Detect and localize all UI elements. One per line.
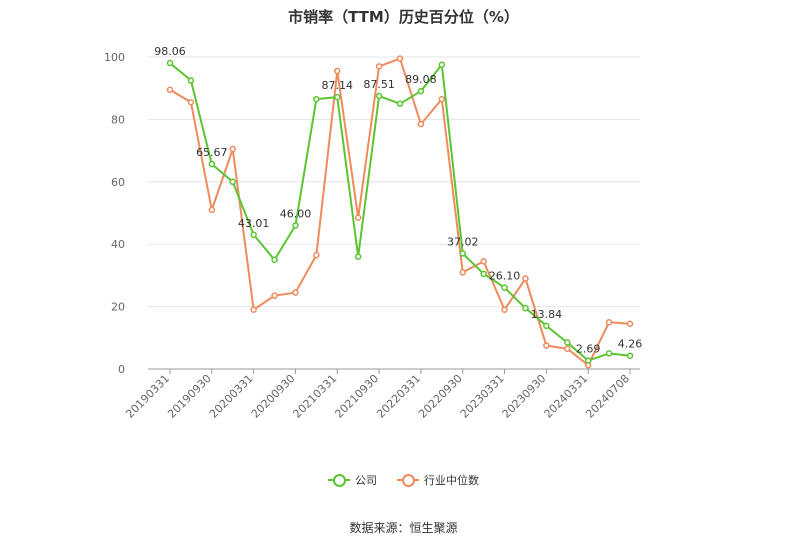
data-point-industry [605, 318, 613, 326]
y-tick-label: 80 [111, 113, 125, 126]
data-point-industry [375, 63, 383, 70]
x-tick-label: 20200331 [207, 372, 256, 421]
x-tick-label: 20210930 [332, 372, 381, 421]
legend-label-company: 公司 [355, 474, 377, 487]
data-point-industry [459, 269, 466, 276]
data-label: 2.69 [576, 343, 601, 356]
x-tick-label: 20210331 [291, 372, 340, 421]
data-point-company [271, 256, 278, 264]
data-point-industry [396, 55, 404, 62]
y-tick-label: 40 [111, 238, 125, 251]
data-label: 37.02 [447, 235, 479, 248]
axes: 0 20 40 60 80 100 2019033120190930202003312020… [104, 51, 640, 421]
source-note: 数据来源：恒生聚源 [349, 521, 458, 535]
data-point-company [438, 61, 446, 69]
data-label: 13.84 [531, 308, 563, 321]
data-point-company [626, 352, 634, 359]
x-tick-label: 20230930 [500, 372, 549, 421]
data-point-industry [543, 342, 550, 349]
data-label: 87.14 [322, 79, 354, 92]
y-tick-label: 60 [111, 176, 125, 189]
x-tick-label: 20220331 [374, 372, 423, 421]
chart-title: 市销率（TTM）历史百分位（%） [288, 8, 519, 26]
legend-swatch-industry [397, 474, 419, 487]
data-label: 26.10 [489, 270, 521, 283]
data-point-company [584, 357, 592, 364]
data-label: 4.26 [618, 338, 643, 351]
data-point-company [522, 304, 529, 312]
data-point-company [354, 253, 362, 260]
y-tick-label: 100 [104, 51, 125, 64]
data-label: 89.08 [405, 73, 437, 86]
y-tick-label: 20 [111, 301, 125, 314]
data-point-company [543, 322, 550, 330]
data-point-industry [334, 67, 341, 75]
legend: 公司 行业中位数 [0, 472, 807, 488]
data-label: 87.51 [363, 78, 395, 91]
x-tick-label: 20230331 [458, 372, 507, 421]
grid-lines [148, 56, 640, 308]
legend-swatch-company [328, 474, 350, 487]
x-tick-label: 20190930 [165, 372, 214, 421]
data-label: 98.06 [154, 45, 186, 58]
data-point-company [417, 87, 425, 95]
data-point-company [375, 92, 383, 100]
data-labels: 98.06 65.67 43.01 46.00 87.14 87.51 89.08 37.02… [154, 45, 642, 356]
x-tick-label: 20240331 [542, 372, 591, 421]
legend-item-company[interactable]: 公司 [328, 472, 377, 488]
x-tick-label: 20200930 [249, 372, 298, 421]
data-point-company [605, 350, 613, 357]
data-point-company [292, 222, 299, 229]
data-point-company [208, 160, 216, 168]
y-tick-label: 0 [118, 363, 125, 376]
series-group [166, 55, 634, 369]
legend-label-industry: 行业中位数 [424, 474, 479, 487]
data-point-company [459, 250, 466, 257]
x-tick-label: 20240708 [583, 372, 632, 421]
data-point-industry [292, 289, 299, 296]
x-tick-label: 20190331 [123, 372, 172, 421]
data-point-industry [417, 120, 425, 128]
data-point-company [166, 59, 174, 67]
data-label: 46.00 [280, 207, 312, 220]
data-point-company [334, 93, 341, 101]
data-point-industry [522, 275, 529, 282]
data-point-industry [354, 214, 362, 221]
data-point-industry [229, 145, 236, 153]
data-point-industry [187, 98, 195, 106]
data-point-industry [438, 95, 446, 103]
data-label: 43.01 [238, 217, 270, 230]
data-point-company [187, 77, 195, 84]
data-point-industry [626, 320, 634, 328]
legend-item-industry[interactable]: 行业中位数 [397, 472, 479, 488]
data-label: 65.67 [196, 146, 228, 159]
data-point-industry [501, 306, 508, 313]
data-point-company [501, 284, 508, 291]
data-point-industry [208, 206, 216, 214]
x-tick-label: 20220930 [416, 372, 465, 421]
data-point-company [480, 270, 487, 278]
data-point-industry [313, 251, 320, 259]
data-point-industry [250, 306, 257, 313]
data-point-company [313, 95, 320, 103]
data-point-industry [564, 345, 571, 352]
data-point-company [396, 100, 404, 108]
data-point-company [229, 178, 236, 186]
data-point-industry [480, 258, 487, 265]
data-point-company [250, 231, 257, 239]
data-point-industry [271, 292, 278, 299]
data-point-company [564, 339, 571, 346]
data-point-industry [166, 86, 174, 94]
